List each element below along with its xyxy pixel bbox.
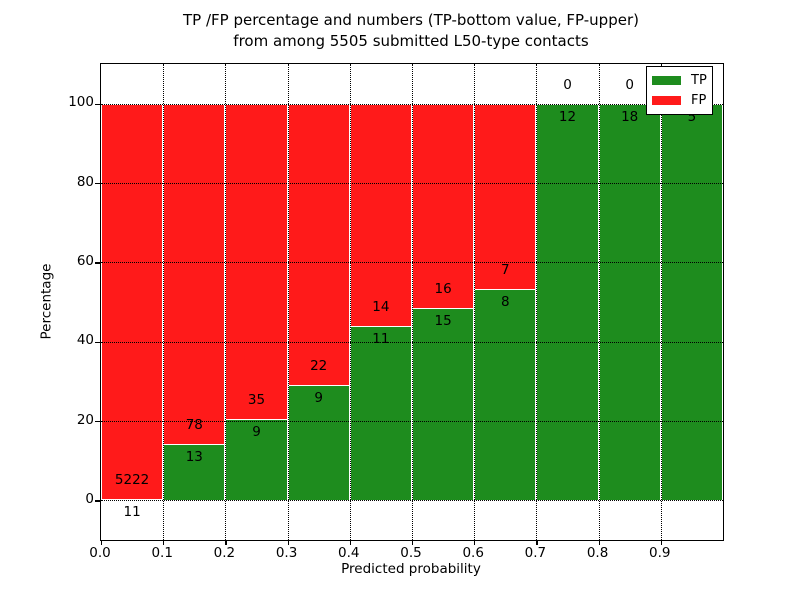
x-tick-mark <box>287 540 289 545</box>
tp-count-label: 8 <box>501 293 510 310</box>
x-tick-label: 0.9 <box>649 545 671 561</box>
tp-count-label: 18 <box>621 108 639 125</box>
tp-count-label: 5 <box>687 108 697 125</box>
x-tick-mark <box>349 540 351 545</box>
x-tick-label: 0.0 <box>89 545 111 561</box>
y-tick-mark <box>95 421 100 423</box>
v-gridline <box>163 64 165 540</box>
tp-bar <box>412 308 475 501</box>
x-axis-label: Predicted probability <box>341 561 481 577</box>
tp-bar <box>536 103 599 501</box>
v-gridline <box>412 64 413 540</box>
v-gridline <box>536 64 538 540</box>
x-tick-label: 0.4 <box>338 545 360 561</box>
fp-count-label: 35 <box>247 392 266 409</box>
y-tick-label: 0 <box>85 490 94 507</box>
fp-bar <box>163 103 226 444</box>
x-tick-label: 0.1 <box>151 545 173 561</box>
tp-bar <box>287 385 350 501</box>
y-tick-label: 40 <box>76 332 94 349</box>
y-axis-label: Percentage <box>38 263 55 340</box>
fp-bar <box>101 103 164 500</box>
v-gridline <box>225 64 227 540</box>
tp-count-label: 12 <box>558 108 577 125</box>
y-tick-mark <box>95 183 100 185</box>
y-tick-label: 60 <box>76 252 94 269</box>
legend-item-tp: TP <box>647 70 712 90</box>
y-tick-mark <box>95 103 100 105</box>
v-gridline <box>598 64 600 540</box>
fp-legend-label: FP <box>691 92 707 108</box>
legend-item-fp: FP <box>647 90 712 110</box>
x-tick-label: 0.7 <box>524 545 547 561</box>
tp-count-label: 11 <box>123 504 141 521</box>
v-gridline <box>474 64 476 540</box>
tp-bar <box>101 499 164 501</box>
x-tick-label: 0.8 <box>586 545 609 561</box>
plot-area: 5222117813359229141116157801201805 <box>95 63 724 545</box>
fp-bar <box>287 103 350 386</box>
tp-legend-swatch <box>652 75 681 85</box>
fp-count-label: 16 <box>434 281 452 298</box>
v-gridline <box>660 64 662 540</box>
legend: TP FP <box>646 66 713 115</box>
fp-count-label: 0 <box>563 76 572 93</box>
v-gridline <box>349 64 351 540</box>
tp-count-label: 9 <box>252 424 261 441</box>
x-tick-label: 0.6 <box>462 545 484 561</box>
y-tick-mark <box>95 341 100 343</box>
tp-count-label: 15 <box>434 313 452 330</box>
x-tick-mark <box>536 540 538 545</box>
x-tick-mark <box>225 540 227 545</box>
tp-legend-label: TP <box>691 72 707 88</box>
x-tick-mark <box>163 540 165 545</box>
fp-bar <box>349 103 412 326</box>
tp-count-label: 9 <box>314 390 323 407</box>
y-tick-label: 20 <box>76 411 94 428</box>
x-tick-label: 0.2 <box>213 545 236 561</box>
v-gridline <box>287 64 289 540</box>
x-tick-mark <box>474 540 476 545</box>
fp-legend-swatch <box>652 95 681 105</box>
fp-count-label: 0 <box>625 76 634 93</box>
y-tick-label: 100 <box>68 94 94 111</box>
y-tick-label: 80 <box>76 173 94 190</box>
y-tick-mark <box>95 500 100 502</box>
x-tick-label: 0.5 <box>400 545 422 561</box>
x-tick-mark <box>598 540 600 545</box>
tp-count-label: 11 <box>372 330 390 347</box>
fp-count-label: 5222 <box>114 472 150 489</box>
fp-bar <box>412 103 475 309</box>
chart-title-line2: from among 5505 submitted L50-type conta… <box>233 32 589 50</box>
x-tick-mark <box>412 540 414 545</box>
x-tick-label: 0.3 <box>275 545 298 561</box>
chart-title-line1: TP /FP percentage and numbers (TP-bottom… <box>183 11 639 29</box>
fp-count-label: 7 <box>501 261 510 278</box>
tp-count-label: 13 <box>185 448 203 465</box>
tp-bar <box>349 325 412 501</box>
x-tick-mark <box>660 540 662 545</box>
tp-bar <box>474 288 537 501</box>
y-tick-mark <box>95 262 100 264</box>
tp-bar <box>660 103 723 501</box>
fp-count-label: 22 <box>310 358 328 375</box>
x-tick-mark <box>101 540 103 545</box>
fp-count-label: 14 <box>372 298 390 315</box>
tp-bar <box>225 419 288 501</box>
tp-bar <box>598 103 661 501</box>
chart-title: TP /FP percentage and numbers (TP-bottom… <box>100 10 722 52</box>
fp-count-label: 78 <box>185 416 203 433</box>
